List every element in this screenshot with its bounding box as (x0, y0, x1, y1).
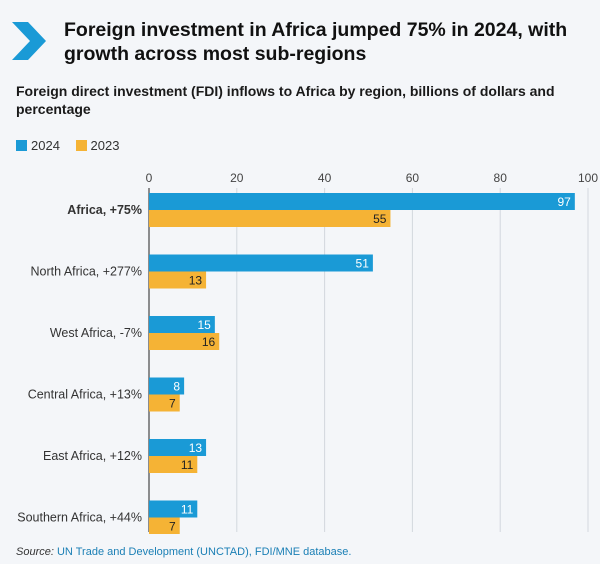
legend-swatch-2024 (16, 140, 27, 151)
bar-2024 (149, 377, 185, 395)
bar-2023 (149, 394, 180, 412)
category-label: East Africa, +12% (43, 449, 142, 463)
category-label: Central Africa, +13% (28, 388, 142, 402)
bar-2024 (149, 439, 207, 456)
page-title: Foreign investment in Africa jumped 75% … (64, 19, 568, 65)
bar-2023 (149, 210, 391, 227)
data-label: 97 (557, 195, 571, 209)
data-label: 11 (181, 458, 194, 472)
x-tick-label: 20 (230, 171, 244, 185)
bar-2024 (149, 316, 215, 333)
legend-item-2023: 2023 (75, 138, 120, 153)
category-label: Southern Africa, +44% (17, 511, 142, 525)
data-label: 13 (189, 274, 203, 288)
bar-2023 (149, 271, 207, 289)
bar-2023 (149, 456, 198, 473)
x-tick-label: 60 (406, 171, 420, 185)
category-label: North Africa, +277% (30, 265, 142, 279)
data-label: 7 (169, 520, 176, 534)
x-tick-label: 40 (318, 171, 332, 185)
legend-label-2023: 2023 (90, 138, 120, 153)
x-tick-label: 0 (146, 171, 153, 185)
bar-2024 (149, 254, 373, 272)
data-label: 7 (169, 397, 176, 411)
bar-2023 (149, 517, 180, 534)
category-label: Africa, +75% (67, 203, 142, 217)
data-label: 16 (202, 335, 216, 349)
bar-2023 (149, 333, 220, 350)
data-label: 8 (173, 380, 180, 394)
legend-item-2024: 2024 (16, 138, 60, 153)
data-label: 55 (373, 212, 387, 226)
data-label: 15 (197, 318, 211, 332)
chart-subtitle: Foreign direct investment (FDI) inflows … (16, 83, 555, 117)
chevron-logo-icon (12, 22, 46, 60)
source-text: UN Trade and Development (UNCTAD), FDI/M… (56, 546, 352, 558)
header: Foreign investment in Africa jumped 75% … (0, 8, 600, 68)
x-tick-label: 100 (578, 171, 598, 185)
x-tick-label: 80 (494, 171, 508, 185)
bar-2024 (149, 193, 575, 210)
data-label: 51 (356, 257, 370, 271)
legend-label-2024: 2024 (31, 138, 60, 153)
chart-legend: 2024 2023 (16, 138, 131, 154)
data-label: 13 (189, 441, 203, 455)
category-label: West Africa, -7% (50, 326, 142, 340)
bar-chart: 0 20 40 60 80 100 Africa, +75% 97 55 North Africa… (17, 171, 598, 534)
source-label: Source: (16, 546, 54, 558)
source-note: Source: UN Trade and Development (UNCTAD… (16, 546, 351, 558)
bar-2024 (149, 500, 198, 518)
legend-swatch-2023 (75, 140, 87, 151)
data-label: 11 (181, 503, 194, 517)
